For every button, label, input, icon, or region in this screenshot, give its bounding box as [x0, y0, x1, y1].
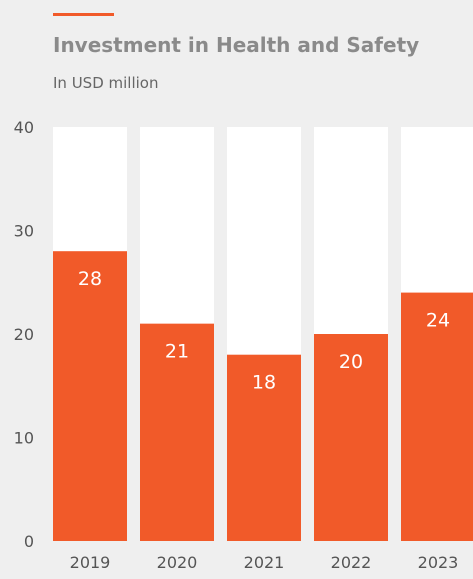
bar — [314, 334, 388, 541]
y-tick-label: 20 — [14, 325, 34, 344]
x-axis: 2019 2020 2021 2022 2023 — [70, 553, 459, 572]
chart-title: Investment in Health and Safety — [53, 33, 420, 57]
accent-rule — [53, 13, 114, 16]
bar-value-label: 28 — [78, 268, 102, 290]
bar — [227, 354, 301, 541]
bar — [401, 292, 473, 541]
x-tick-label: 2021 — [244, 553, 285, 572]
bar-value-label: 20 — [339, 351, 363, 373]
y-tick-label: 0 — [24, 532, 34, 551]
x-tick-label: 2023 — [418, 553, 459, 572]
y-tick-label: 40 — [14, 118, 34, 137]
bar-value-label: 18 — [252, 372, 276, 394]
value-labels: 28 21 18 20 24 — [78, 268, 450, 394]
y-tick-label: 10 — [14, 429, 34, 448]
bar — [140, 323, 214, 541]
y-tick-label: 30 — [14, 222, 34, 241]
bar — [53, 251, 127, 541]
bar-value-label: 21 — [165, 341, 189, 363]
bar-value-label: 24 — [426, 310, 450, 332]
x-tick-label: 2020 — [157, 553, 198, 572]
x-tick-label: 2022 — [331, 553, 372, 572]
chart-subtitle: In USD million — [53, 74, 159, 92]
x-tick-label: 2019 — [70, 553, 111, 572]
bars — [53, 251, 473, 541]
y-axis: 0 10 20 30 40 — [14, 118, 34, 551]
